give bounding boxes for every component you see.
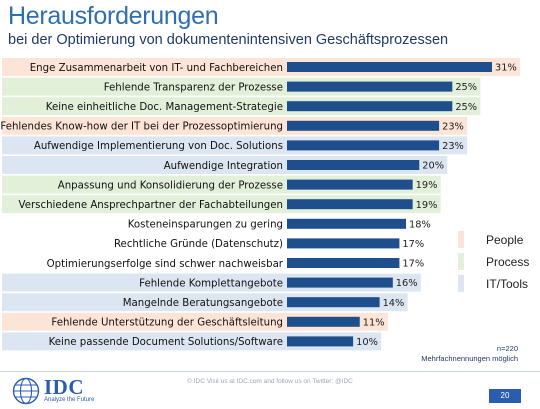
chart-row: Enge Zusammenarbeit von IT- und Fachbere… [2,58,520,76]
category-label: Aufwendige Integration [164,161,283,172]
value-label: 19% [416,180,438,191]
legend-item-it-tools: IT/Tools [458,273,529,295]
bar [287,160,420,170]
sample-note: n=220 Mehrfachnennungen möglich [421,344,518,364]
logo-tagline: Analyze the Future [44,397,95,403]
chart-row: Mangelnde Beratungsangebote 14% [2,293,408,312]
bar-chart: Enge Zusammenarbeit von IT- und Fachbere… [0,58,520,351]
bar [287,120,440,131]
value-label: 14% [383,298,405,309]
page-number: 20 [489,389,521,403]
value-label: 31% [495,63,517,74]
chart-row: Fehlende Komplettangebote 16% [2,273,421,292]
legend-item-people: People [458,229,529,251]
value-label: 18% [409,219,431,230]
chart-row: Keine passende Document Solutions/Softwa… [2,332,382,351]
category-label: Anpassung und Konsolidierung der Prozess… [58,180,283,191]
value-label: 25% [455,82,477,93]
bar [287,336,354,347]
legend-label-people: People [486,233,524,247]
legend-swatch-people [458,231,464,248]
bar [287,277,393,288]
legend-label-it-tools: IT/Tools [486,277,529,291]
chart-row: Kosteneinsparungen zu gering 18% [128,218,431,231]
legend-label-process: Process [486,255,530,269]
logo-wordmark: IDC [44,375,85,399]
chart-row: Anpassung und Konsolidierung der Prozess… [2,175,441,194]
value-label: 23% [442,121,464,132]
page-title: Herausforderungen [8,2,219,30]
legend-swatch-process [458,253,464,270]
page-subtitle: bei der Optimierung von dokumentenintens… [8,32,449,48]
chart-row: Keine einheitliche Doc. Management-Strat… [2,97,481,116]
bar [287,297,380,308]
chart-row: Fehlende Transparenz der Prozesse 25% [2,77,481,96]
value-label: 19% [416,200,438,211]
idc-logo: IDC Analyze the Future [10,375,110,407]
value-label: 16% [396,278,418,289]
category-label: Kosteneinsparungen zu gering [128,220,283,231]
bar [287,101,453,112]
bar [287,199,413,210]
category-label: Keine einheitliche Doc. Management-Strat… [46,102,283,113]
bar [287,258,400,268]
bar [287,218,407,229]
value-label: 10% [356,337,378,348]
category-label: Optimierungserfolge sind schwer nachweis… [47,259,284,270]
category-label: Enge Zusammenarbeit von IT- und Fachbere… [30,63,283,74]
chart-row: Fehlende Unterstützung der Geschäftsleit… [2,312,388,331]
chart-row: Optimierungserfolge sind schwer nachweis… [47,258,424,270]
sample-size: n=220 [496,344,518,353]
chart-row: Aufwendige Implementierung von Doc. Solu… [2,136,468,155]
category-label: Fehlende Transparenz der Prozesse [104,82,283,93]
value-label: 11% [363,317,385,328]
bar [287,238,400,249]
multiple-answers-note: Mehrfachnennungen möglich [421,354,518,363]
legend-swatch-it-tools [458,275,464,292]
category-label: Fehlende Unterstützung der Geschäftsleit… [51,318,283,329]
chart-row: Aufwendige Integration 20% [2,156,448,174]
category-label: Rechtliche Gründe (Datenschutz) [114,239,283,250]
chart-row: Rechtliche Gründe (Datenschutz) 17% [114,238,424,250]
bar [287,81,453,92]
legend-item-process: Process [458,251,529,273]
category-label: Fehlendes Know-how der IT bei der Prozes… [0,122,283,133]
bar [287,179,413,190]
value-label: 23% [442,141,464,152]
category-label: Fehlende Komplettangebote [139,278,283,289]
chart-legend: People Process IT/Tools [458,229,529,295]
category-label: Keine passende Document Solutions/Softwa… [49,337,283,348]
globe-icon [12,377,40,405]
footer-divider [0,371,540,372]
value-label: 20% [422,161,444,172]
footer-text: © IDC Visit us at IDC.com and follow us … [187,378,353,385]
category-label: Verschiedene Ansprechpartner der Fachabt… [19,200,283,211]
value-label: 17% [402,259,424,270]
category-label: Aufwendige Implementierung von Doc. Solu… [34,141,283,152]
value-label: 25% [455,102,477,113]
bar [287,62,492,72]
value-label: 17% [402,239,424,250]
bar [287,140,440,151]
category-label: Mangelnde Beratungsangebote [123,298,283,309]
bar [287,316,360,327]
chart-row: Fehlendes Know-how der IT bei der Prozes… [0,116,468,135]
chart-row: Verschiedene Ansprechpartner der Fachabt… [2,195,441,214]
group-band [2,332,382,351]
